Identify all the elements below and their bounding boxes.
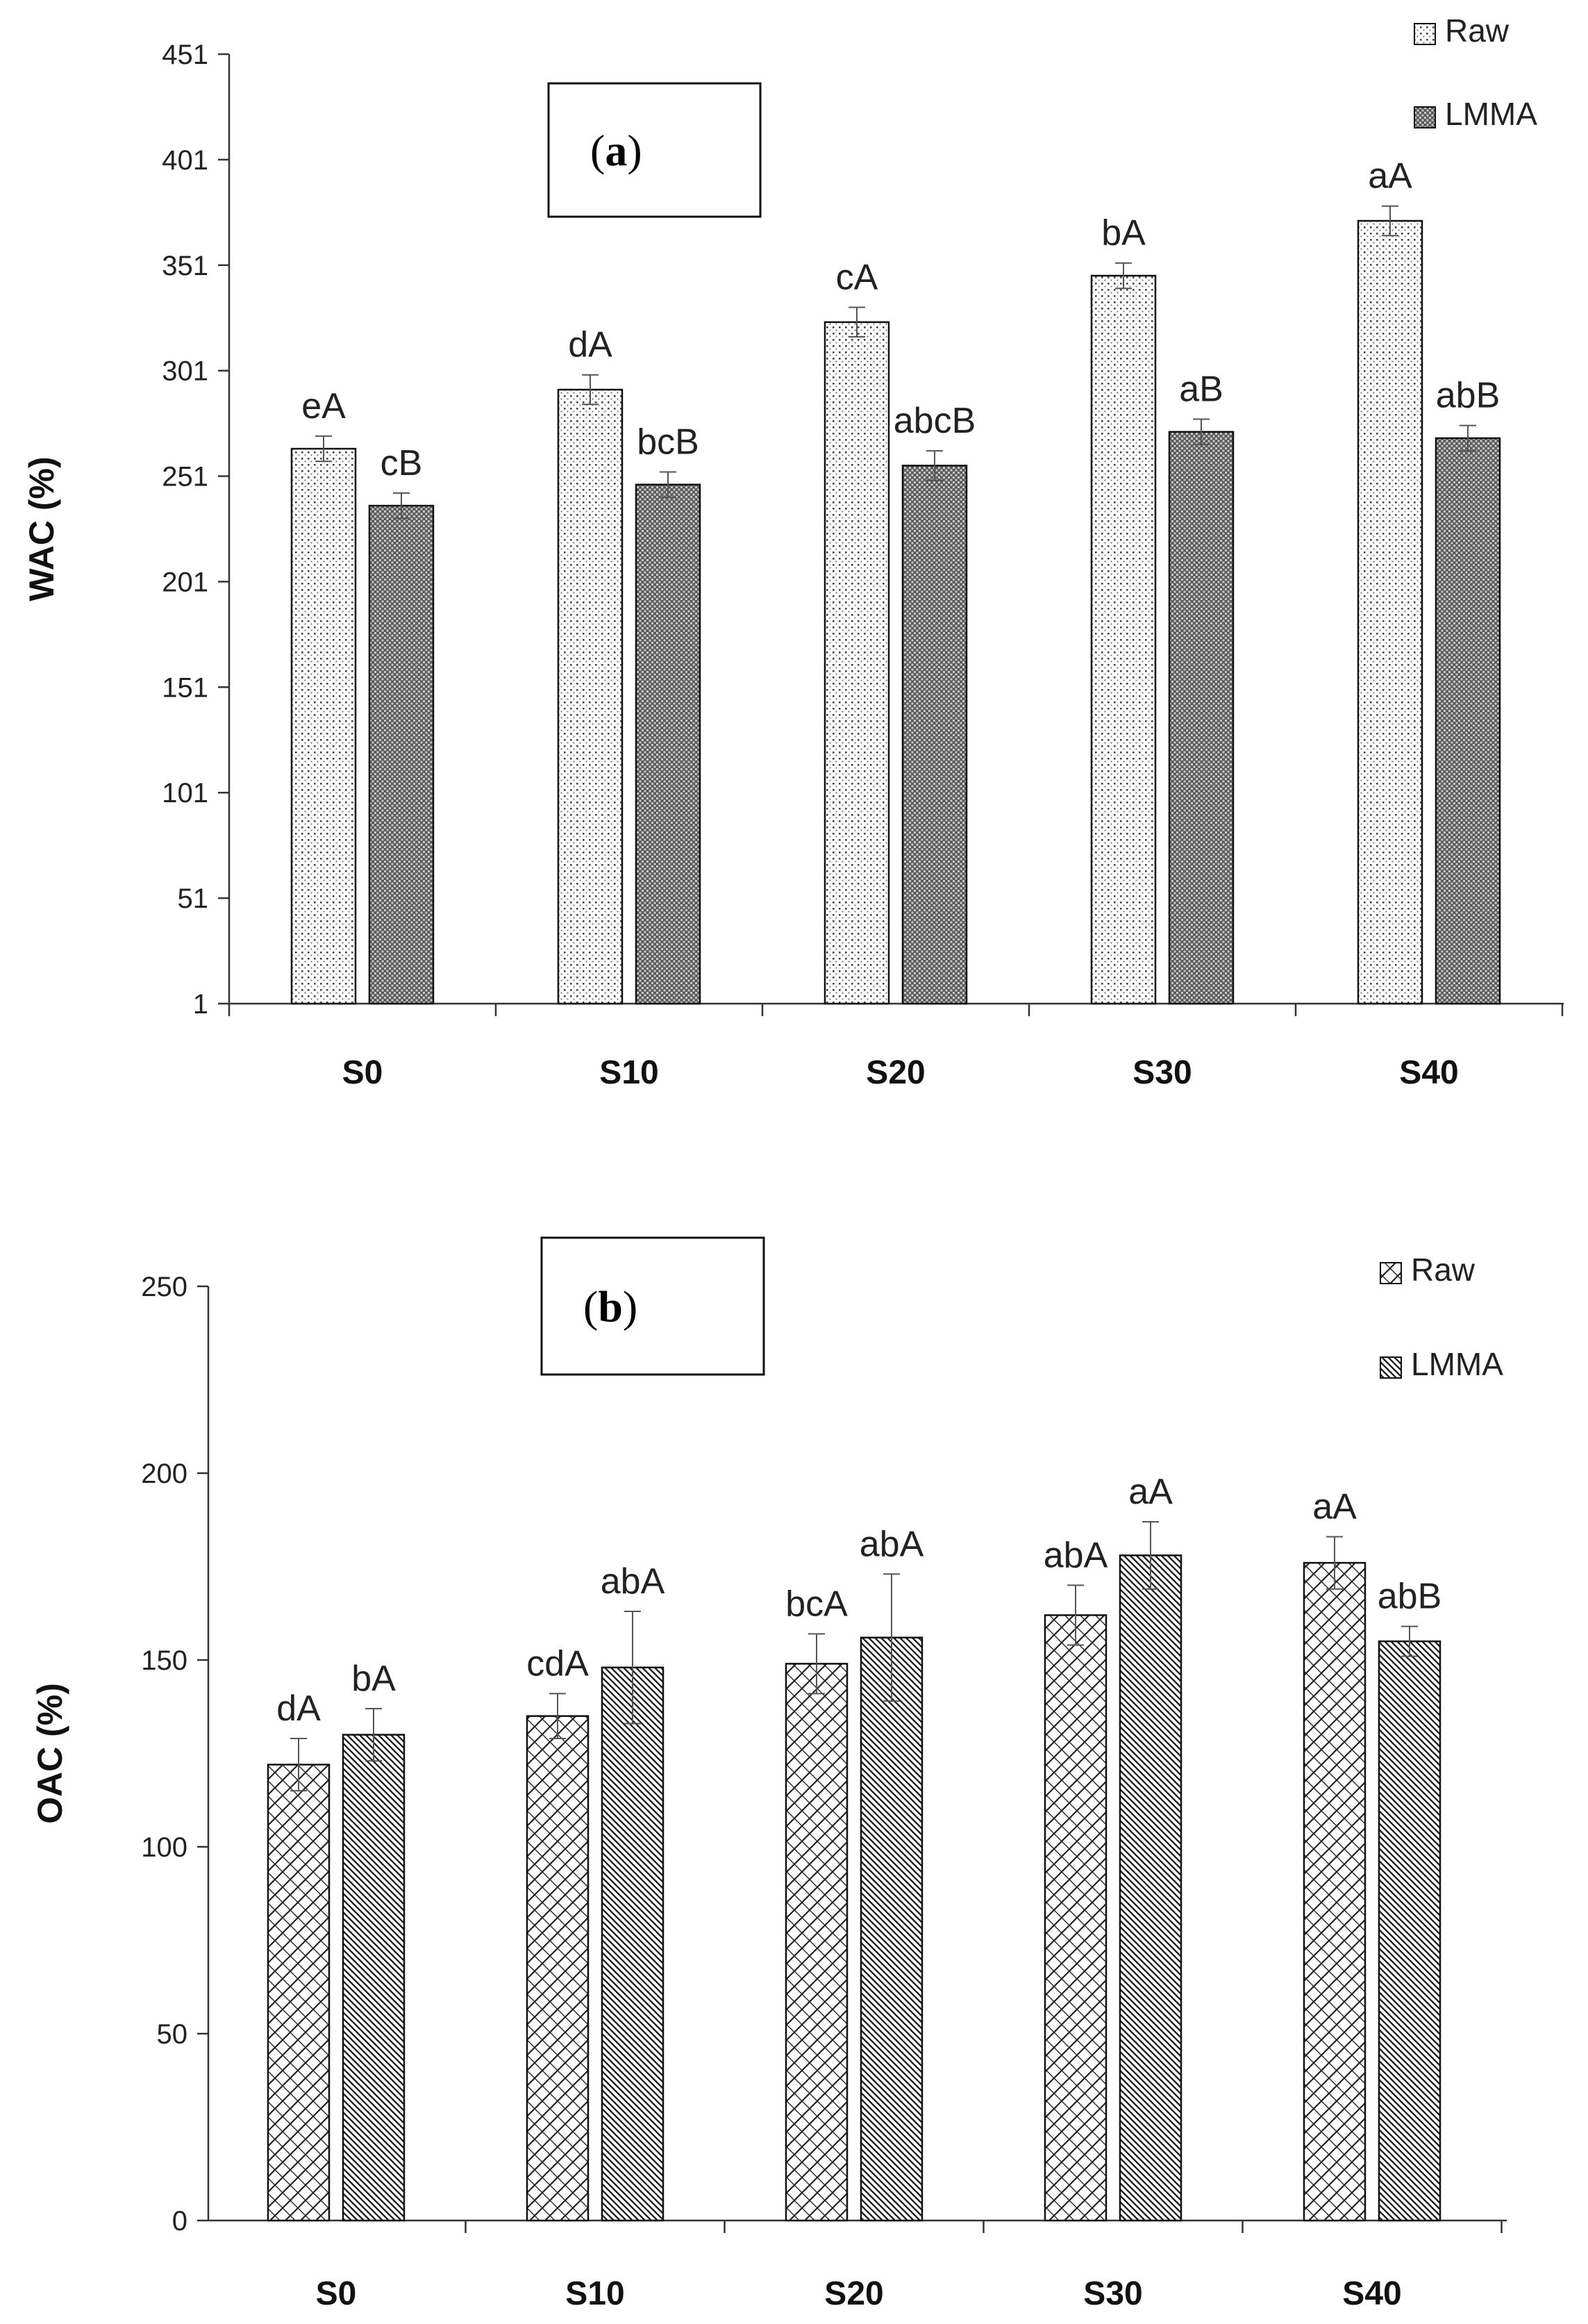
panel-a-significance-label: aA: [1368, 156, 1412, 197]
panel-a-significance-label: dA: [568, 325, 612, 365]
panel-a-significance-label: cA: [836, 258, 878, 298]
panel-a-y-tick-label: 101: [162, 778, 208, 808]
panel-a-y-tick-label: 201: [162, 567, 208, 597]
panel-b-bar-lmma: [601, 1666, 665, 2222]
panel-b-significance-label: dA: [276, 1688, 321, 1729]
panel-b-bar-raw: [526, 1715, 590, 2222]
panel-b-category-label: S0: [316, 2275, 357, 2312]
panel-b-category-label: S10: [565, 2275, 624, 2312]
panel-b-y-tick-label: 100: [141, 1832, 187, 1863]
panel-b-y-tick-label: 250: [141, 1272, 187, 1302]
panel-b-legend-swatch: [1380, 1262, 1402, 1284]
panel-b-bar-raw: [267, 1763, 331, 2222]
panel-a-category-label: S40: [1399, 1054, 1458, 1091]
panel-b-category-label: S40: [1342, 2275, 1401, 2312]
panel-a-y-tick-label: 1: [193, 989, 208, 1020]
panel-b-significance-label: abB: [1378, 1577, 1442, 1617]
panel-b-bar-raw: [1044, 1614, 1108, 2222]
panel-a-significance-label: aB: [1179, 370, 1223, 410]
panel-a-panel-label-part: (: [590, 126, 605, 175]
panel-b-significance-label: cdA: [526, 1643, 589, 1684]
panel-b-significance-label: aA: [1312, 1486, 1357, 1527]
panel-b-significance-label: bcA: [785, 1584, 848, 1624]
panel-a-panel-label: (a): [590, 126, 642, 175]
panel-a-bar-raw: [824, 321, 890, 1005]
panel-b-panel-label-part: (: [583, 1282, 598, 1331]
panel-b-bar-lmma: [342, 1734, 406, 2222]
panel-a-legend-label: Raw: [1445, 13, 1510, 49]
chart-panel-b: 0 50 100 150 200 250 OAC (%) S0 dA bA S10 cdA abA S20…: [31, 1236, 1507, 2312]
panel-a-category-label: S30: [1133, 1054, 1192, 1091]
panel-b-category-label: S30: [1083, 2275, 1142, 2312]
panel-b-y-tick-label: 50: [157, 2019, 188, 2050]
panel-a-category-label: S20: [866, 1054, 925, 1091]
panel-a-significance-label: eA: [301, 386, 346, 426]
panel-a-y-tick-label: 351: [162, 251, 208, 281]
panel-a-legend-swatch: [1414, 23, 1436, 45]
panel-b-significance-label: abA: [860, 1524, 924, 1564]
panel-b-y-axis-label: OAC (%): [31, 1683, 69, 1824]
panel-a-bar-lmma: [368, 504, 435, 1005]
panel-b-legend-label: Raw: [1411, 1252, 1476, 1288]
panel-a-significance-label: bcB: [637, 422, 699, 462]
panel-a-panel-label-part: a: [605, 126, 627, 175]
panel-a-legend-swatch: [1414, 106, 1436, 128]
panel-b-significance-label: bA: [351, 1659, 396, 1699]
panel-a-significance-label: abB: [1436, 376, 1501, 416]
panel-a-bar-lmma: [901, 465, 968, 1005]
panel-a-bar-raw: [557, 388, 624, 1005]
panel-a-significance-label: abcB: [894, 401, 976, 441]
panel-b-bar-raw: [1303, 1561, 1366, 2222]
panel-b-y-tick-label: 150: [141, 1645, 187, 1676]
panel-a-y-tick-label: 51: [178, 883, 209, 914]
panel-b-legend-label: LMMA: [1411, 1346, 1503, 1382]
panel-a-y-tick-label: 451: [162, 40, 208, 70]
panel-a-bar-raw: [290, 447, 357, 1005]
panel-a-y-axis-label: WAC (%): [22, 456, 61, 601]
panel-a-bar-raw: [1357, 219, 1423, 1005]
panel-b-bar-lmma: [1378, 1640, 1441, 2222]
panel-a-label-box: [547, 82, 762, 218]
panel-a-category-label: S10: [599, 1054, 658, 1091]
panel-a-significance-label: cB: [381, 443, 423, 483]
panel-a-y-tick-label: 301: [162, 356, 208, 387]
panel-a-bar-lmma: [635, 483, 701, 1005]
panel-b-y-tick-label: 200: [141, 1459, 187, 1489]
panel-a-y-tick-label: 151: [162, 672, 208, 703]
panel-b-significance-label: abA: [1044, 1535, 1108, 1575]
panel-a-bar-lmma: [1168, 431, 1235, 1005]
panel-b-bar-lmma: [1119, 1554, 1182, 2222]
panel-a-bar-lmma: [1435, 437, 1501, 1005]
panel-b-panel-label-part: ): [623, 1282, 637, 1331]
panel-a-y-tick-label: 401: [162, 145, 208, 176]
panel-b-legend-swatch: [1380, 1356, 1402, 1379]
panel-b-panel-label-part: b: [598, 1282, 623, 1331]
panel-b-significance-label: aA: [1128, 1472, 1173, 1512]
panel-a-legend-label: LMMA: [1445, 96, 1537, 132]
panel-b-label-box: [540, 1236, 765, 1376]
panel-a-bar-raw: [1090, 274, 1157, 1005]
panel-a-significance-label: bA: [1101, 213, 1146, 254]
panel-a-panel-label-part: ): [627, 126, 642, 175]
panel-b-significance-label: abA: [601, 1561, 665, 1602]
panel-b-bar-lmma: [860, 1636, 923, 2222]
panel-b-y-tick-label: 0: [172, 2206, 187, 2236]
panel-b-bar-raw: [785, 1663, 849, 2222]
panel-a-category-label: S0: [342, 1054, 383, 1091]
panel-b-category-label: S20: [824, 2275, 883, 2312]
panel-a-y-tick-label: 251: [162, 462, 208, 492]
panel-b-panel-label: (b): [583, 1282, 637, 1331]
